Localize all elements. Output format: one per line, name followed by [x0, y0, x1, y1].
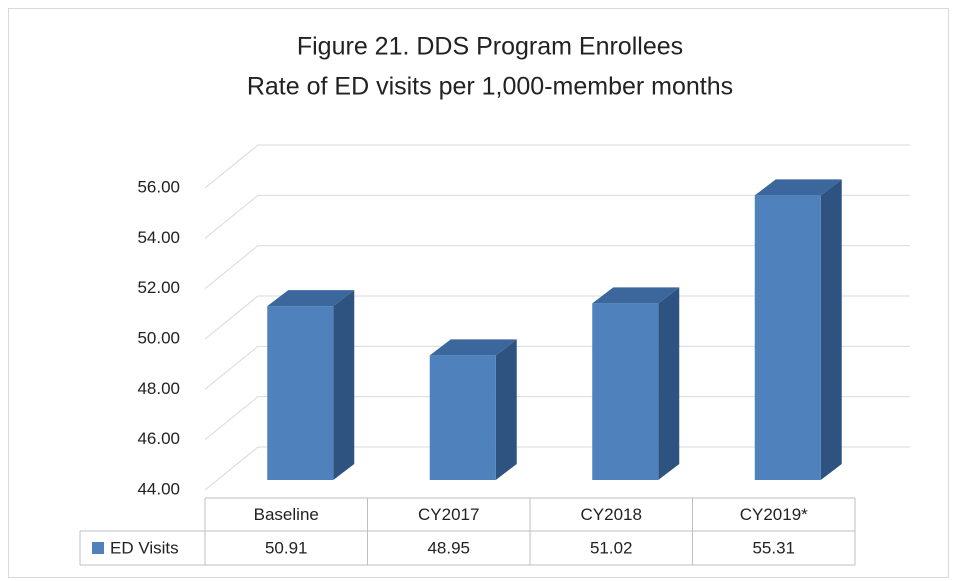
- y-tick-label: 46.00: [137, 429, 180, 448]
- grid-line: [204, 345, 910, 390]
- bar-top: [754, 179, 842, 196]
- grid-line: [204, 144, 910, 189]
- bar-top: [267, 290, 355, 307]
- bar-side: [495, 339, 517, 480]
- y-tick-label: 54.00: [137, 228, 180, 247]
- x-tick-label: Baseline: [254, 505, 319, 524]
- y-tick-label: 52.00: [137, 278, 180, 297]
- bar-top: [429, 339, 517, 356]
- x-tick-label: CY2017: [418, 505, 479, 524]
- x-tick-label: CY2019*: [740, 505, 808, 524]
- table-value: 55.31: [752, 538, 795, 557]
- bar-top: [592, 287, 680, 304]
- bar: [267, 306, 334, 480]
- table-value: 50.91: [265, 538, 308, 557]
- bar-side: [820, 179, 842, 481]
- y-tick-label: 50.00: [137, 328, 180, 347]
- grid-line: [204, 446, 910, 491]
- legend-label: ED Visits: [110, 538, 179, 557]
- table-value: 51.02: [590, 538, 633, 557]
- y-tick-label: 56.00: [137, 177, 180, 196]
- chart-subtitle: Rate of ED visits per 1,000-member month…: [247, 73, 733, 101]
- bar-side: [333, 290, 355, 480]
- x-tick-label: CY2018: [581, 505, 642, 524]
- bar: [429, 355, 496, 480]
- bar: [592, 303, 659, 480]
- legend-swatch: [92, 542, 104, 554]
- y-tick-label: 44.00: [137, 479, 180, 498]
- y-tick-label: 48.00: [137, 379, 180, 398]
- grid-line: [204, 396, 910, 441]
- grid-line: [204, 245, 910, 290]
- chart-title: Figure 21. DDS Program Enrollees: [297, 33, 683, 61]
- bar-side: [658, 287, 680, 480]
- grid-line: [204, 295, 910, 340]
- bar: [754, 195, 821, 481]
- table-value: 48.95: [427, 538, 470, 557]
- grid-line: [204, 194, 910, 239]
